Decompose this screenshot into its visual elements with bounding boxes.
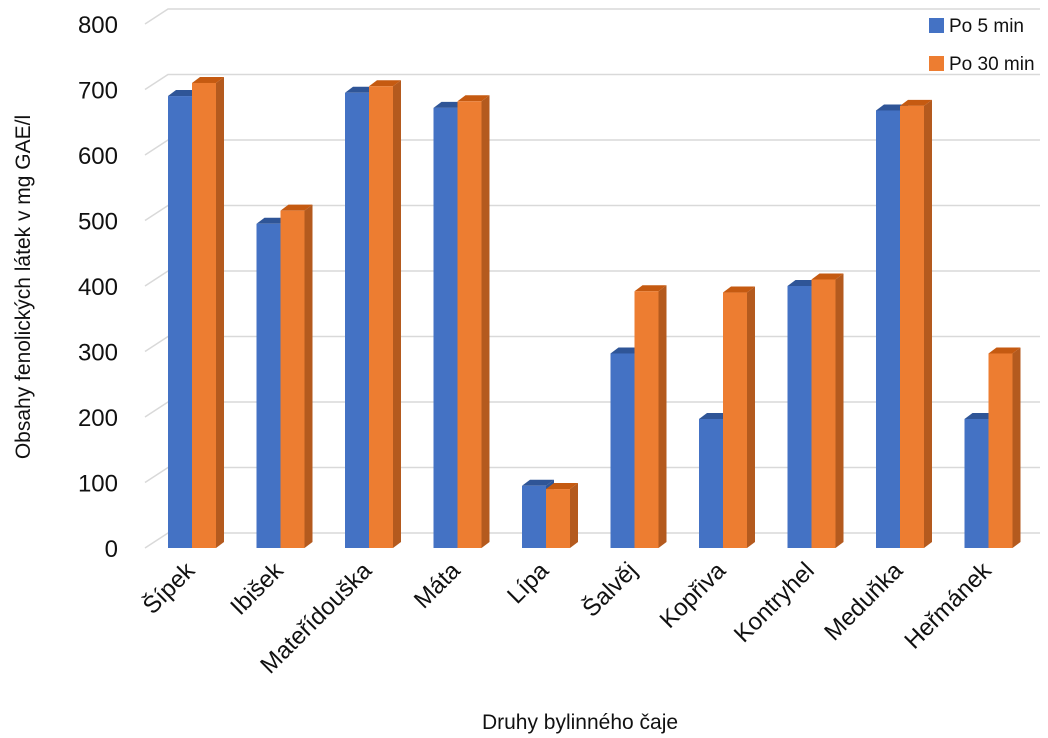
- legend: Po 5 min Po 30 min: [929, 16, 1035, 75]
- legend-swatch: [929, 56, 944, 71]
- x-tick-label: Meduňka: [819, 557, 908, 646]
- gridline: [144, 73, 1040, 91]
- bar: [723, 286, 755, 548]
- y-tick-label: 500: [78, 209, 118, 236]
- bar: [811, 273, 844, 548]
- x-tick-label: Ibišek: [225, 556, 289, 620]
- legend-item: Po 5 min: [929, 16, 1024, 37]
- x-tick-label: Máta: [409, 557, 466, 614]
- y-tick-label: 400: [78, 274, 118, 301]
- x-tick-label: Šalvěj: [577, 556, 643, 622]
- y-tick-labels: 0 100 200 300 400 500 600 700 800: [78, 12, 118, 563]
- bars: [168, 76, 1021, 549]
- x-axis-title: Druhy bylinného čaje: [482, 711, 678, 734]
- x-tick-label: Kopřiva: [655, 557, 732, 634]
- bar: [900, 99, 932, 548]
- y-tick-label: 100: [78, 471, 118, 498]
- bar: [192, 76, 224, 548]
- y-tick-label: 600: [78, 143, 118, 170]
- y-axis-title: Obsahy fenolických látek v mg GAE/l: [12, 115, 35, 459]
- y-tick-label: 200: [78, 405, 118, 432]
- y-tick-label: 300: [78, 340, 118, 367]
- y-tick-label: 800: [78, 12, 118, 39]
- legend-swatch: [929, 18, 944, 33]
- y-tick-label: 0: [105, 536, 118, 563]
- x-tick-label: Kontryhel: [729, 557, 820, 648]
- legend-item: Po 30 min: [929, 54, 1035, 75]
- x-tick-label: Šípek: [137, 556, 201, 620]
- bar: [634, 285, 667, 548]
- legend-label: Po 5 min: [949, 16, 1024, 37]
- gridline: [144, 8, 1040, 25]
- bar: [457, 95, 490, 548]
- bar: [280, 204, 313, 549]
- bar: [988, 347, 1021, 548]
- x-tick-label: Lípa: [502, 557, 555, 610]
- bar: [546, 483, 578, 548]
- x-tick-label: Heřmánek: [899, 556, 997, 654]
- y-tick-label: 700: [78, 78, 118, 105]
- legend-label: Po 30 min: [949, 54, 1035, 75]
- bar: [369, 80, 401, 548]
